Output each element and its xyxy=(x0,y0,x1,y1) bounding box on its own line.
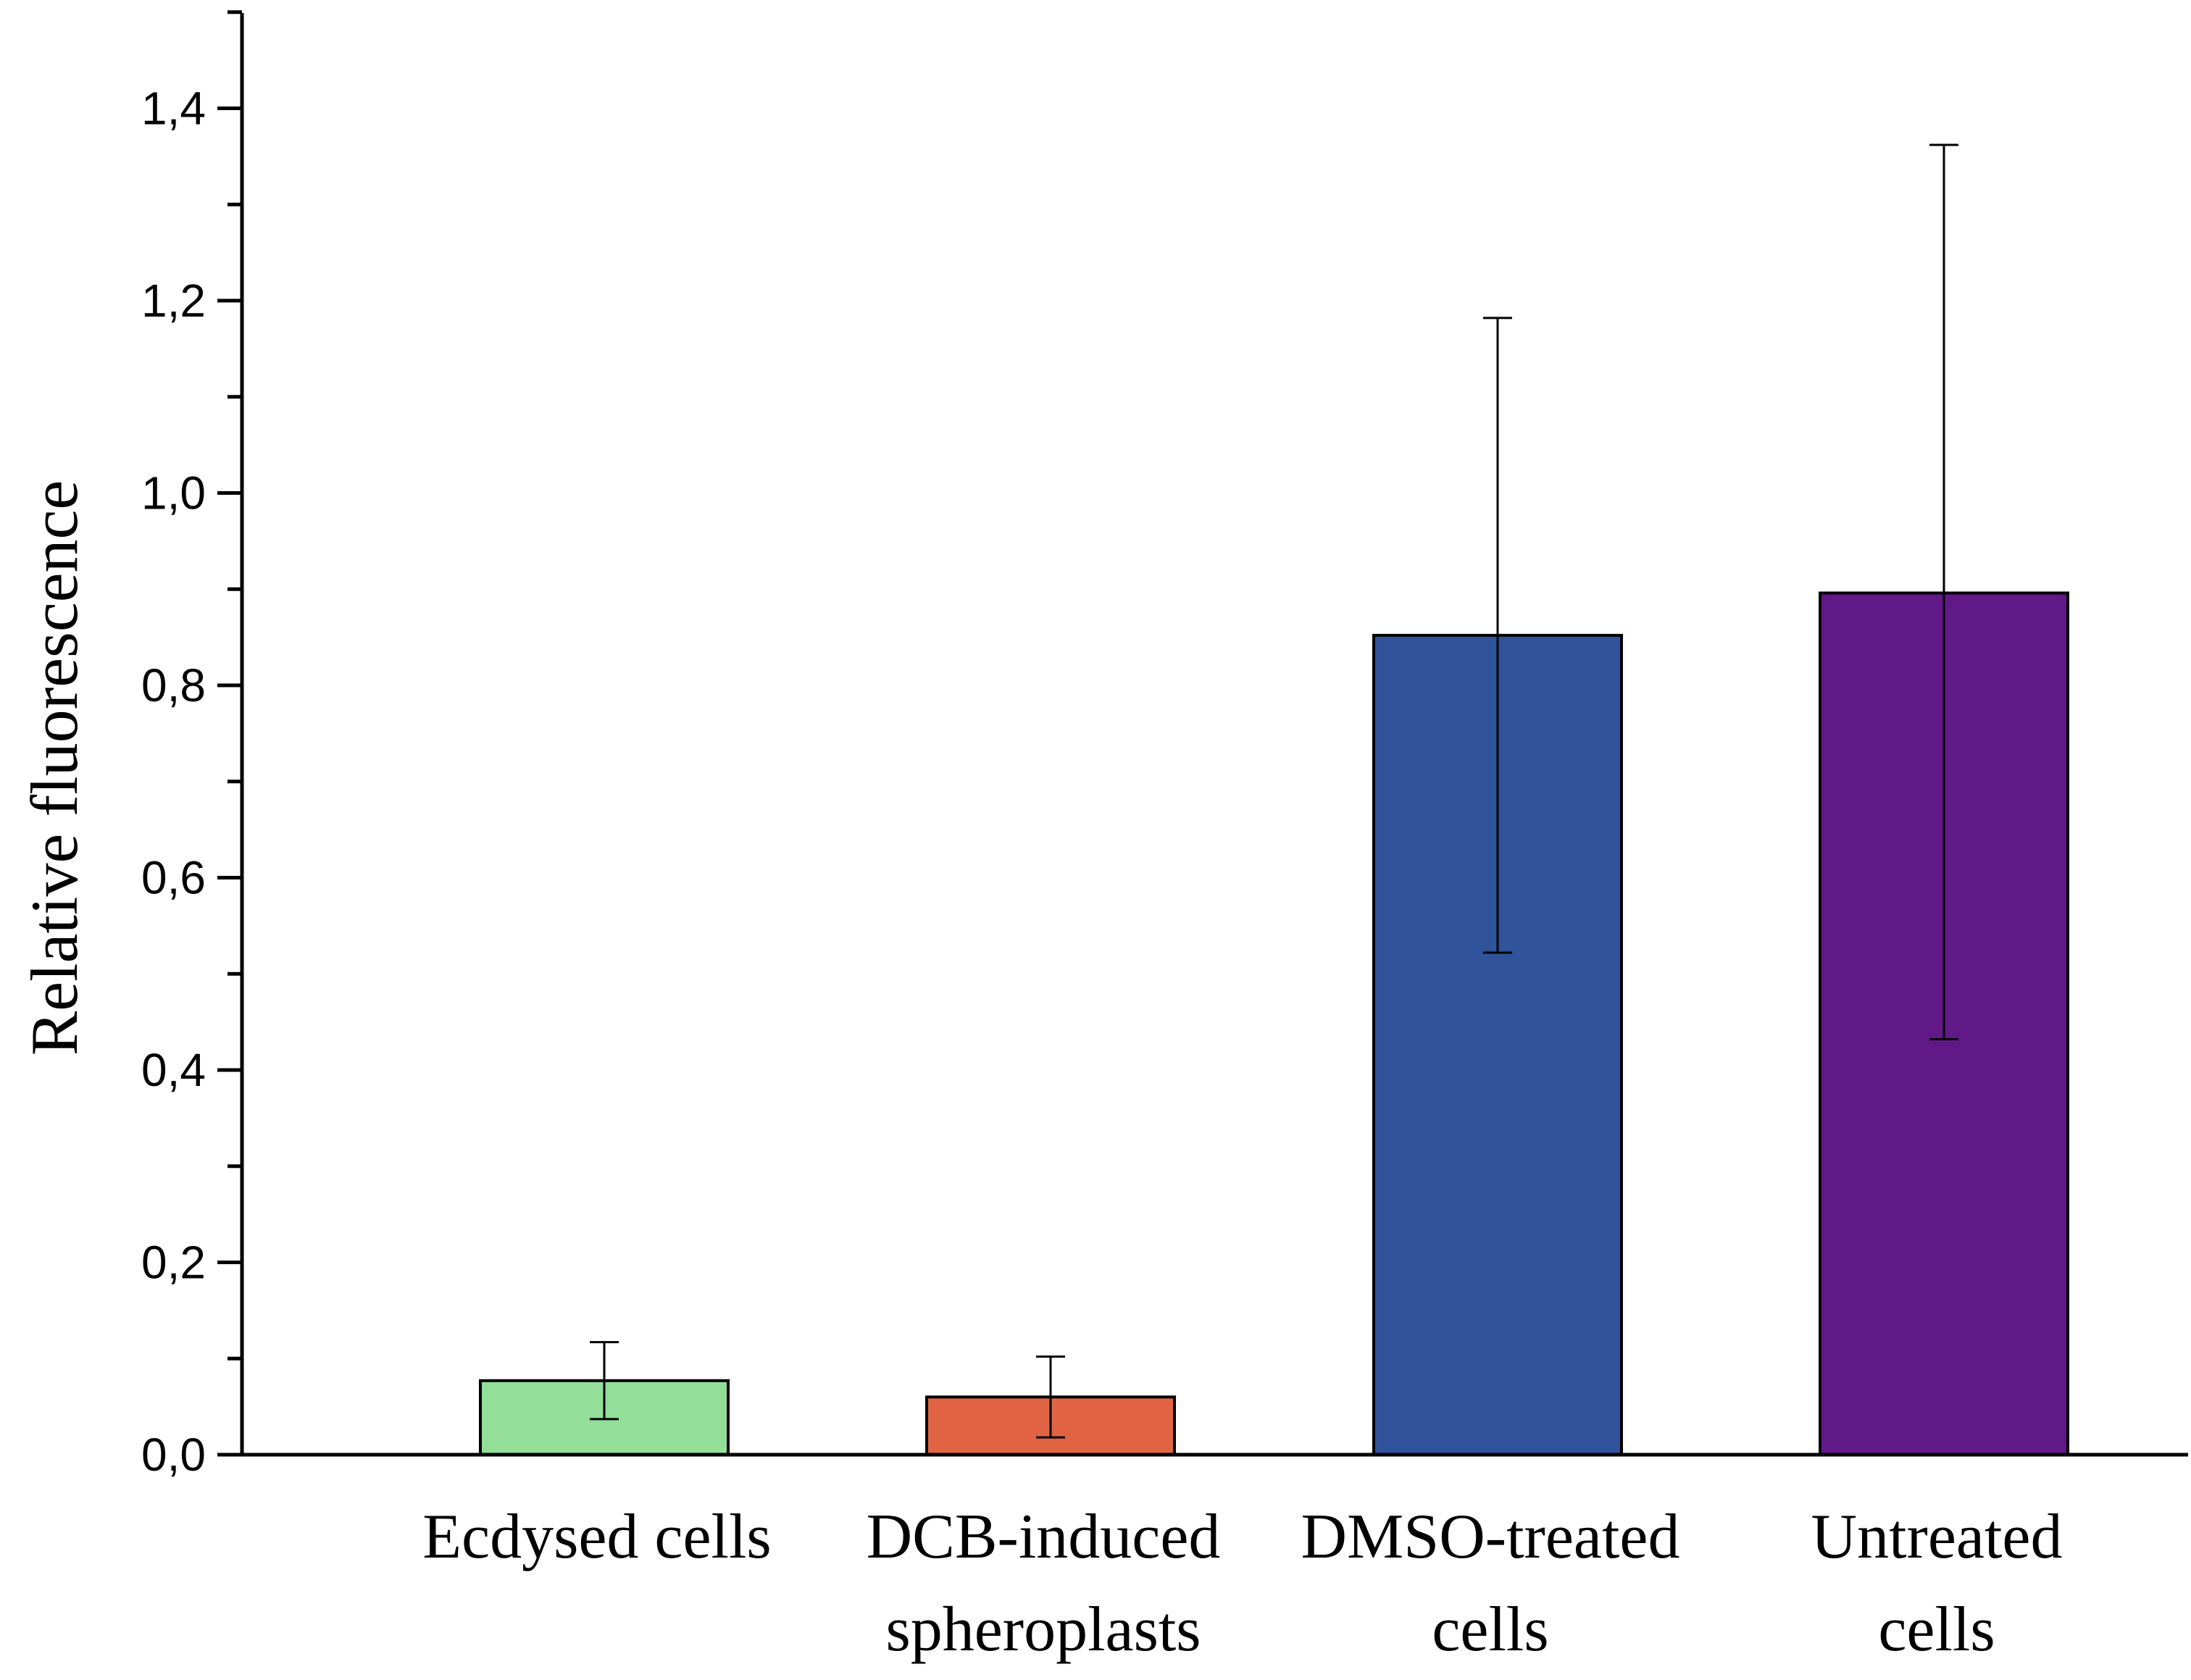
x-category-label: Untreated xyxy=(1811,1502,2063,1572)
y-tick-label: 0,8 xyxy=(141,659,206,711)
y-tick-label: 0,0 xyxy=(141,1429,206,1481)
x-category-label: cells xyxy=(1432,1595,1548,1665)
x-category-label: spheroplasts xyxy=(885,1595,1201,1665)
y-tick-label: 1,2 xyxy=(141,275,206,327)
y-axis-title: Relative fluorescence xyxy=(17,480,91,1056)
error-bars xyxy=(590,143,1958,1439)
y-tick-label: 0,6 xyxy=(141,852,206,904)
y-tick-label: 0,2 xyxy=(141,1237,206,1289)
x-category-label: Ecdysed cells xyxy=(422,1502,771,1572)
category-labels: Ecdysed cells DCB-induced spheroplasts DMSO… xyxy=(422,1502,2062,1665)
y-tick-label: 0,4 xyxy=(141,1044,206,1096)
x-category-label: cells xyxy=(1878,1595,1995,1665)
axes xyxy=(240,13,2188,1457)
x-category-label: DMSO-treated xyxy=(1301,1502,1680,1572)
bars xyxy=(479,591,2069,1456)
y-tick-label: 1,0 xyxy=(141,467,206,519)
y-axis-ticks: 0,0 0,2 0,4 0,6 0,8 1,0 1,2 1,4 xyxy=(141,10,242,1481)
y-tick-label: 1,4 xyxy=(141,83,206,135)
y-axis-title-group: Relative fluorescence xyxy=(17,480,91,1056)
x-category-label: DCB-induced xyxy=(867,1502,1221,1572)
